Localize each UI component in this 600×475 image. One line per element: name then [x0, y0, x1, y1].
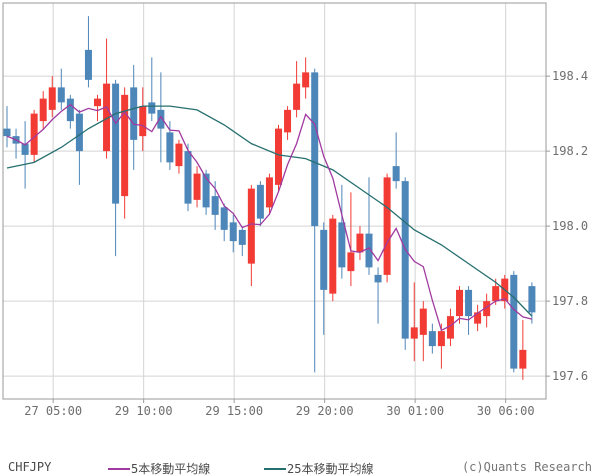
candle-body: [148, 102, 156, 114]
candle-body: [21, 143, 29, 155]
candle-body: [329, 218, 337, 294]
candle-body: [293, 83, 301, 110]
candle-body: [202, 173, 210, 208]
candle-body: [229, 222, 237, 242]
candle-body: [428, 331, 436, 347]
x-axis-label: 30 01:00: [386, 404, 444, 418]
y-axis-label: 198.2: [552, 144, 588, 158]
candle-body: [121, 94, 129, 197]
candle-body: [247, 188, 255, 264]
candle-body: [320, 229, 328, 290]
candle-body: [365, 233, 373, 268]
y-axis-label: 197.6: [552, 369, 588, 383]
candle-body: [437, 331, 445, 347]
candle-body: [75, 113, 83, 152]
legend-item-ma5: 5本移動平均線: [108, 460, 210, 475]
ma5-line-swatch-icon: [108, 467, 130, 470]
candle-body: [492, 286, 500, 302]
candle-body: [374, 274, 382, 283]
ma5-line: [6, 103, 533, 332]
ma5-label: 5本移動平均線: [131, 462, 211, 475]
ma25-line-swatch-icon: [264, 467, 286, 470]
candle-body: [130, 87, 138, 140]
candle-body: [401, 181, 409, 339]
copyright-label: (c)Quants Research: [461, 460, 592, 474]
candle-body: [265, 177, 273, 208]
candle-body: [410, 327, 418, 339]
candle-body: [483, 301, 491, 317]
symbol-label: CHFJPY: [8, 460, 52, 474]
candle-body: [48, 87, 56, 110]
candle-body: [419, 308, 427, 335]
candle-body: [211, 196, 219, 215]
candle-body: [220, 207, 228, 230]
candle-body: [193, 173, 201, 200]
candle-body: [139, 106, 147, 137]
candle-body: [39, 98, 47, 122]
candle-body: [103, 83, 111, 152]
ma25-line: [6, 105, 533, 317]
candle-body: [175, 143, 183, 167]
chart-legend: CHFJPY 5本移動平均線 25本移動平均線 (c)Quants Resear…: [0, 459, 600, 475]
y-axis-label: 198.4: [552, 69, 588, 83]
y-axis-label: 197.8: [552, 294, 588, 308]
candle-body: [311, 72, 319, 227]
candle-body: [184, 151, 192, 204]
candle-body: [519, 349, 527, 369]
y-axis-label: 198.0: [552, 219, 588, 233]
x-axis-label: 29 15:00: [205, 404, 263, 418]
candle-body: [474, 312, 482, 324]
candle-body: [510, 274, 518, 369]
candle-body: [446, 316, 454, 339]
legend-item-ma25: 25本移動平均線: [264, 460, 373, 475]
x-axis-label: 30 06:00: [477, 404, 535, 418]
candle-body: [84, 49, 92, 80]
candle-body: [356, 233, 364, 253]
candle-body: [275, 128, 282, 185]
x-axis-label: 27 05:00: [24, 404, 82, 418]
candle-body: [392, 166, 400, 182]
candle-body: [238, 229, 246, 245]
candle-body: [57, 87, 65, 103]
candle-body: [284, 109, 292, 133]
candle-body: [3, 128, 11, 137]
ma25-label: 25本移動平均線: [287, 462, 374, 475]
candle-body: [66, 98, 74, 122]
candle-body: [347, 252, 355, 272]
x-axis-label: 29 10:00: [115, 404, 173, 418]
x-axis-label: 29 20:00: [296, 404, 354, 418]
plot-border: [2, 2, 547, 400]
candle-body: [465, 289, 473, 317]
candle-body: [528, 286, 536, 313]
candle-body: [94, 98, 101, 107]
candle-body: [338, 222, 346, 268]
candle-body: [166, 132, 174, 163]
candle-body: [30, 113, 38, 155]
candle-body: [112, 83, 120, 204]
candle-body: [302, 72, 310, 88]
candle-body: [383, 177, 391, 275]
candle-body: [256, 184, 264, 219]
candle-body: [456, 289, 463, 317]
candle-body: [157, 109, 165, 129]
